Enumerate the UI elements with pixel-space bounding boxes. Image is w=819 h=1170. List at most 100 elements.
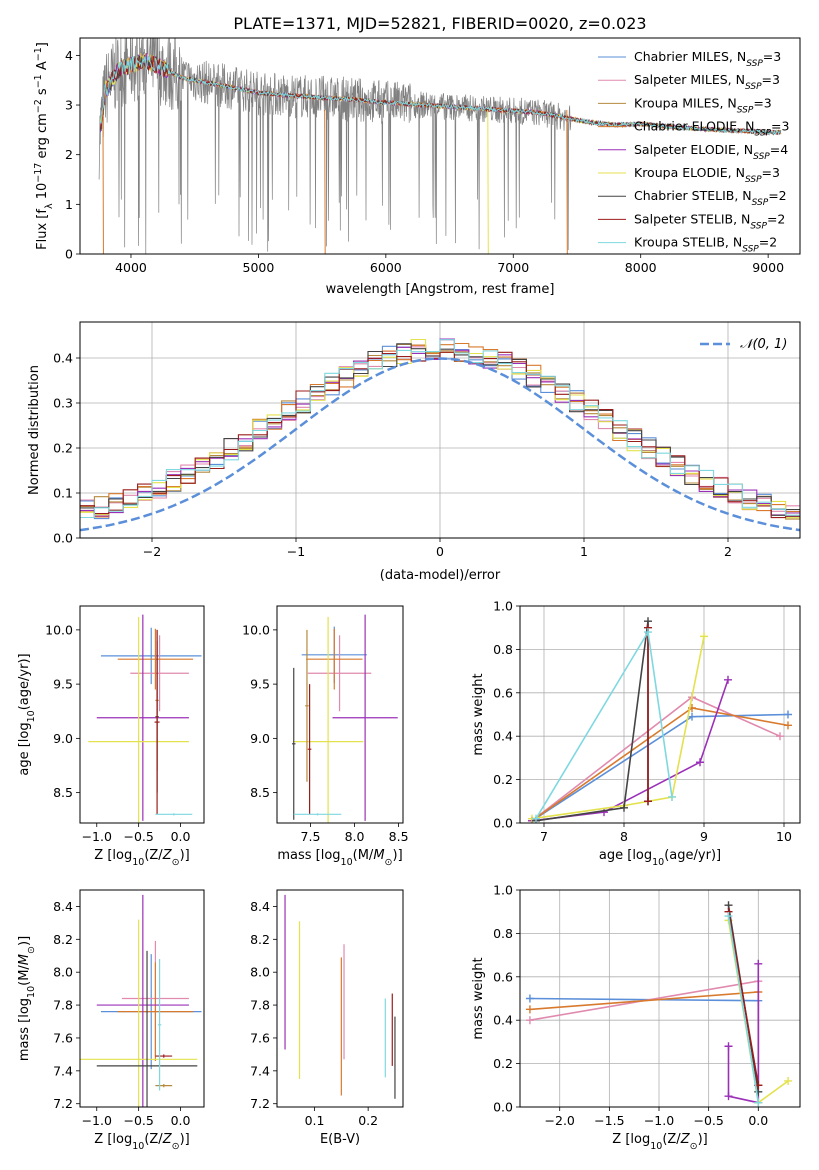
y-tick-label: 0.8 [493, 642, 513, 657]
x-tick-label: 0 [436, 544, 444, 559]
legend-model: Chabrier STELIB, N [634, 188, 752, 203]
weight-series-line [531, 707, 789, 822]
label-part: ⊙ [172, 857, 180, 868]
legend-entry: Kroupa ELODIE, NSSP=3 [634, 165, 780, 185]
x-tick-label: 6000 [370, 260, 402, 275]
weight-series-line [531, 636, 705, 820]
y-tick-label: 8.0 [250, 965, 270, 980]
x-tick-label: 1 [580, 544, 588, 559]
label-part: −1 [33, 47, 44, 61]
label-part: ⊙ [690, 1141, 698, 1152]
label-part: Z [680, 1132, 691, 1147]
legend-entry: Salpeter ELODIE, NSSP=4 [634, 142, 788, 162]
label-part: Z [162, 1132, 173, 1147]
spectrum-model-dip [102, 109, 104, 254]
x-tick-label: 8.0 [345, 829, 365, 844]
legend-model: Salpeter ELODIE, N [634, 142, 753, 157]
label-part: −17 [33, 163, 44, 183]
label-part: ⊙ [26, 946, 37, 954]
label-part: 10 [652, 857, 664, 868]
normal-curve [80, 357, 800, 532]
weight-vs-age-plot-area [528, 617, 792, 823]
legend-sub: SSP [746, 59, 763, 69]
residuals-panel: −2 −1 0 1 2 0.0 0.1 0.2 0.3 0.4 (data-model)/error… [27, 321, 801, 583]
label-part: −2 [33, 99, 44, 113]
weight-point-marker [754, 959, 763, 968]
weight-series-line [727, 915, 760, 1103]
label-part: λ [44, 203, 55, 209]
label-part: M [373, 848, 384, 863]
age-vs-mass-xlabel: mass [log10(M/M⊙)] [277, 848, 402, 868]
x-tick-label: 0.2 [358, 1113, 378, 1128]
age-vs-z-plot-area [88, 614, 202, 823]
legend-nssp: =2 [759, 235, 777, 250]
weight-point-marker [724, 1092, 733, 1101]
weight-point-marker [525, 1016, 534, 1025]
y-tick-label: 7.4 [53, 1063, 73, 1078]
label-part: (Z/ [144, 848, 163, 863]
legend-sub: SSP [754, 129, 771, 139]
weight-point-marker [724, 1042, 733, 1051]
label-part: 10 [132, 1141, 144, 1152]
age-vs-z-xlabel: Z [log10(Z/Z⊙)] [94, 848, 189, 868]
legend-model: Kroupa STELIB, N [634, 235, 742, 250]
label-part: )] [17, 936, 32, 946]
y-tick-label: 0.3 [53, 396, 73, 411]
mass-vs-z-plot-area [80, 894, 202, 1107]
legend-model: Chabrier ELODIE, N [634, 119, 754, 134]
x-tick-label: 0.0 [171, 829, 191, 844]
legend-model: Kroupa ELODIE, N [634, 165, 745, 180]
axes-frame [276, 605, 404, 824]
residuals-xlabel: (data-model)/error [380, 568, 501, 583]
legend-nssp: =2 [767, 211, 785, 226]
weight-series-line [529, 997, 760, 1086]
weight-point-marker [784, 721, 792, 730]
y-tick-label: 0.1 [53, 486, 73, 501]
x-tick-label: 5000 [243, 260, 275, 275]
legend-sub: SSP [745, 175, 762, 185]
weight-point-marker [696, 758, 704, 767]
label-part: (M/ [17, 965, 32, 986]
weight-point-marker [754, 1098, 763, 1107]
legend-sub: SSP [750, 221, 767, 231]
legend-model: Salpeter MILES, N [634, 72, 745, 87]
label-part: log [112, 848, 132, 863]
label-part: −1 [33, 74, 44, 88]
label-part: ⊙ [385, 857, 393, 868]
axes-frame [79, 889, 205, 1108]
x-tick-label: 8 [620, 829, 628, 844]
legend-nssp: =4 [770, 142, 788, 157]
y-tick-label: 1.0 [493, 883, 513, 898]
label-part: log [632, 848, 652, 863]
label-part: E(B-V) [320, 1132, 360, 1147]
label-part: f [35, 209, 50, 214]
label-part: age [ [17, 742, 32, 775]
y-tick-label: 8.4 [53, 899, 73, 914]
y-tick-label: 0.0 [493, 816, 513, 831]
legend-model: Chabrier MILES, N [634, 49, 746, 64]
y-tick-label: 0.2 [493, 772, 513, 787]
figure-title: PLATE=1371, MJD=52821, FIBERID=0020, z=0… [233, 14, 646, 33]
y-tick-label: 7.6 [53, 1030, 73, 1045]
label-part: Z [ [612, 1132, 630, 1147]
axes-frame [519, 605, 801, 824]
weight-vs-z-ylabel: mass weight [471, 957, 486, 1039]
y-tick-label: 10.0 [45, 622, 73, 637]
label-part: mass [ [277, 848, 320, 863]
weight-vs-age-xlabel: age [log10(age/yr)] [599, 848, 721, 868]
y-tick-label: 7.2 [250, 1096, 270, 1111]
label-part: A [35, 61, 50, 74]
y-tick-label: 10.0 [242, 622, 270, 637]
label-part: 10 [650, 1141, 662, 1152]
x-tick-label: 0.1 [305, 1113, 325, 1128]
label-part: erg cm [35, 113, 50, 162]
label-part: (M/ [353, 848, 374, 863]
y-tick-label: 9.0 [250, 731, 270, 746]
age-vs-z-ylabel: age [log10(age/yr)] [17, 653, 37, 775]
y-tick-label: 7.6 [250, 1030, 270, 1045]
x-tick-label: −0.5 [123, 829, 153, 844]
residual-histogram [80, 351, 800, 519]
y-tick-label: 9.5 [53, 677, 73, 692]
age-vs-mass-panel: 7.5 8.0 8.5 8.5 9.0 9.5 10.0 mass [log10(M/M⊙)] [242, 605, 409, 868]
